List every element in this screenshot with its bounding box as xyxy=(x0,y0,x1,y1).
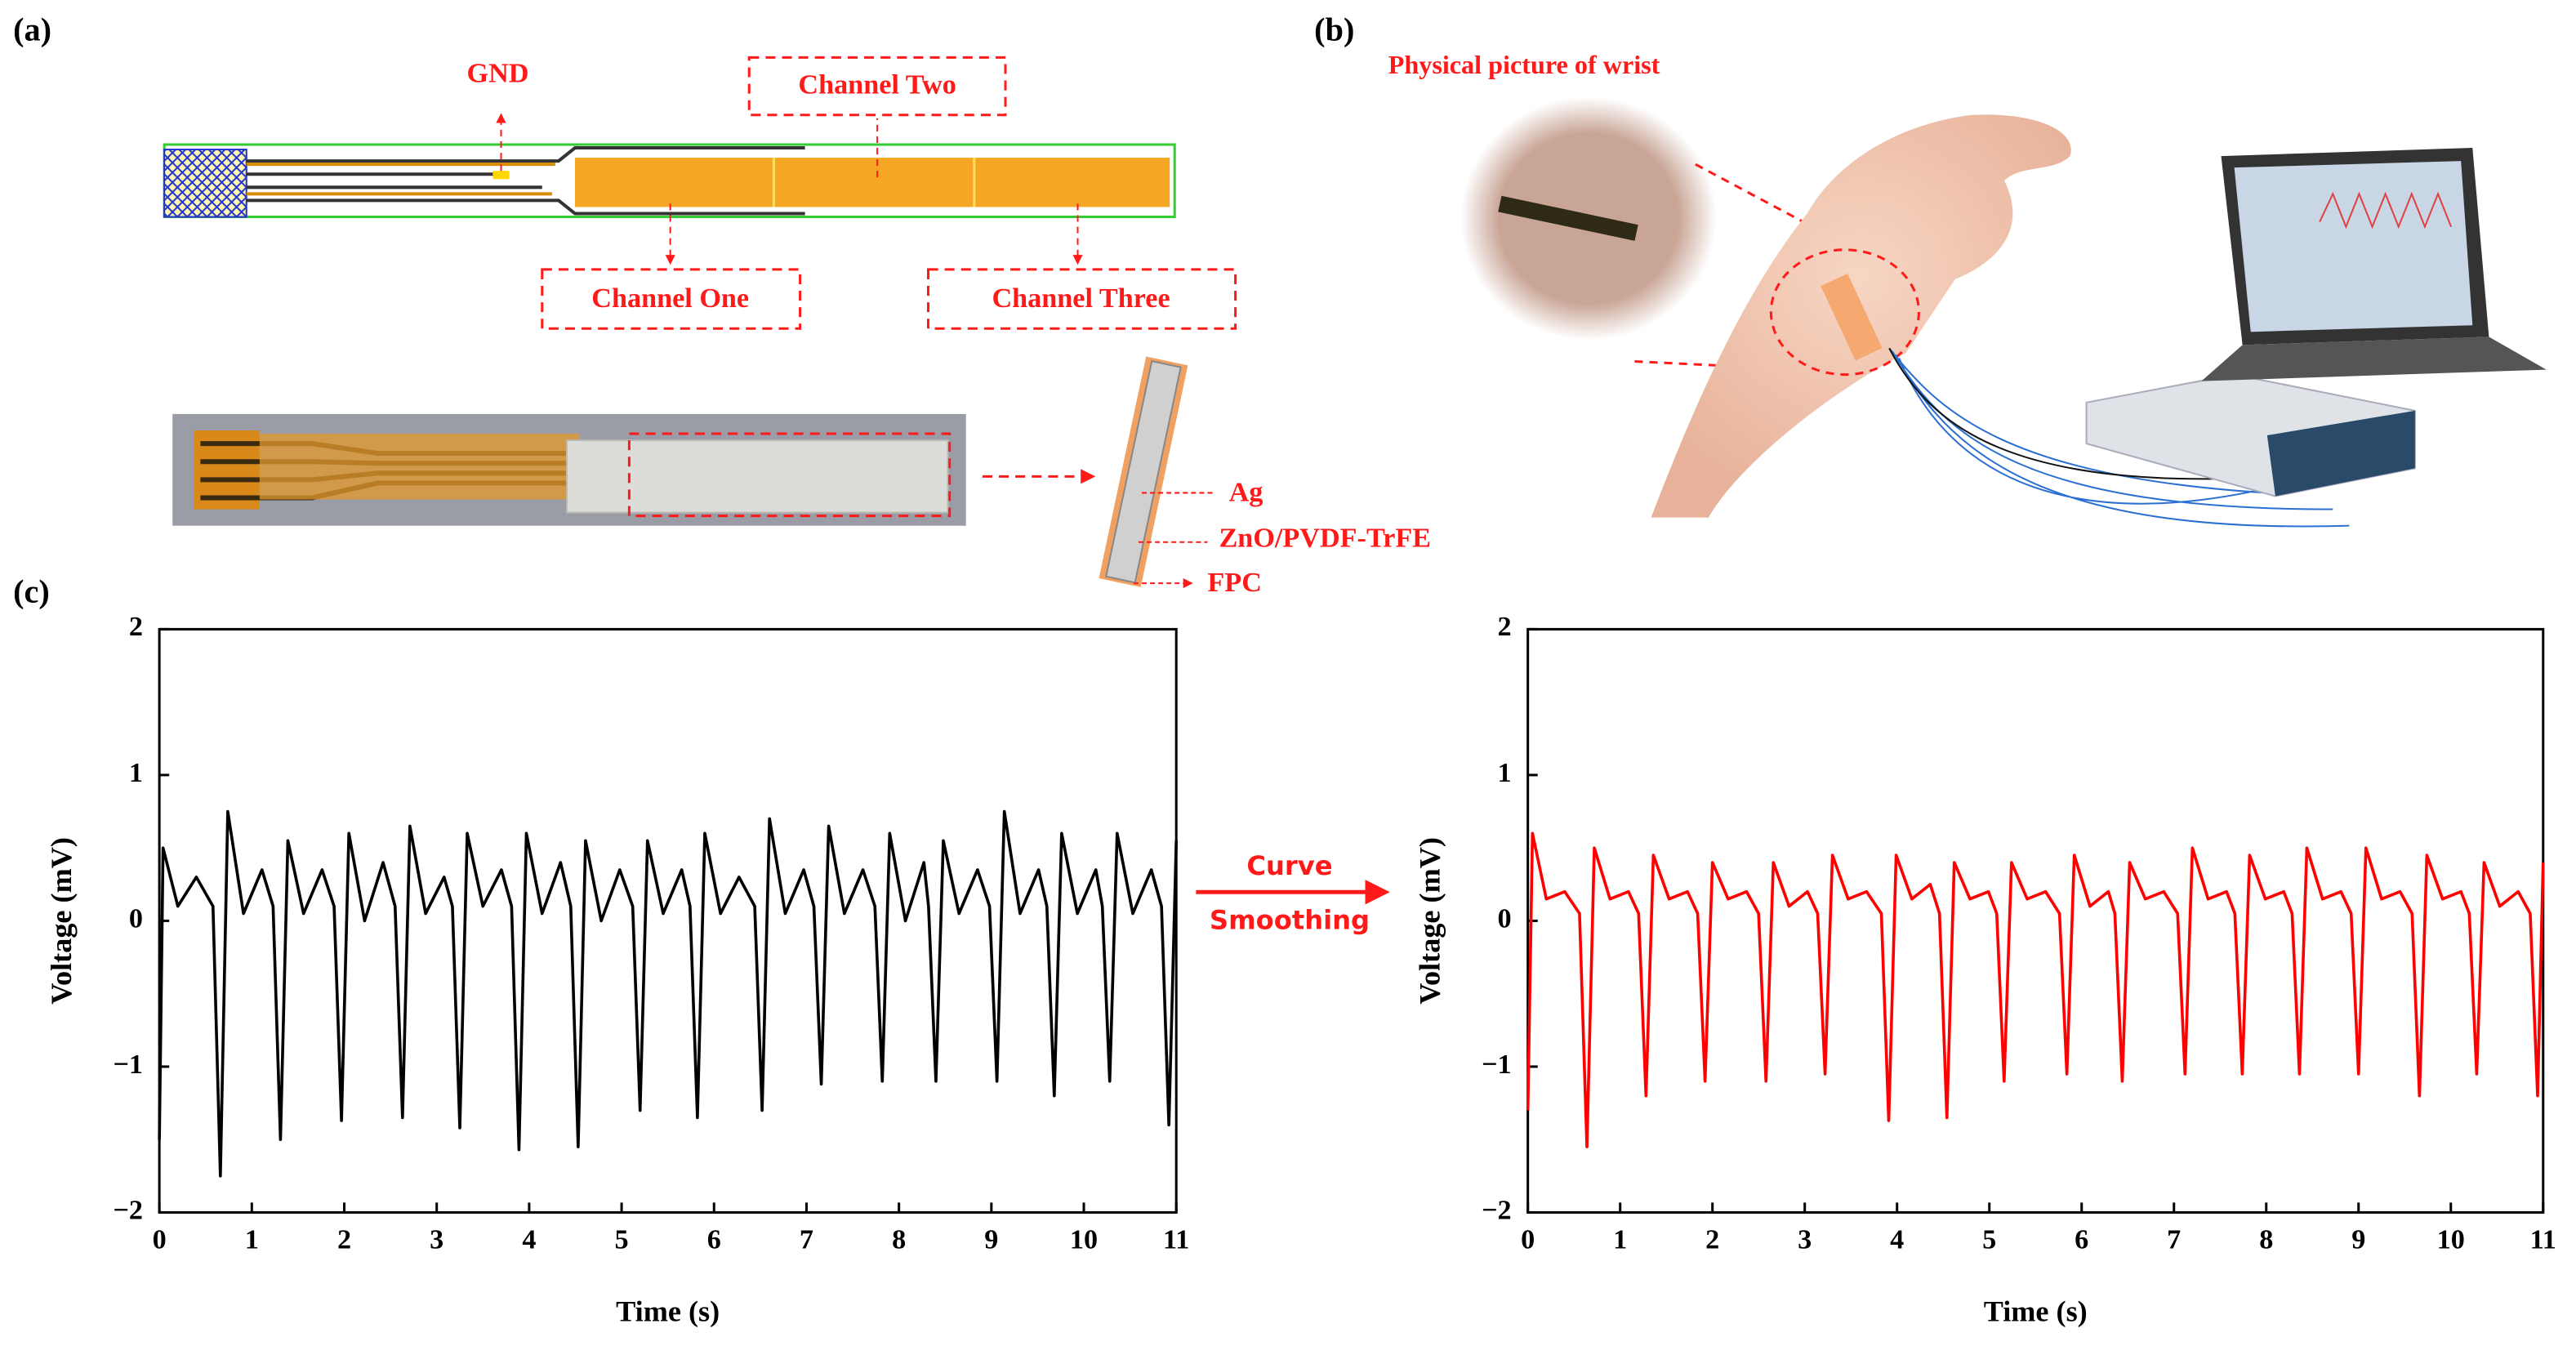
plot-frame xyxy=(158,627,1178,1214)
arrow-text: Curve xyxy=(1246,850,1332,881)
y-tick-label: 0 xyxy=(1497,903,1511,934)
channel-label: Channel Three xyxy=(992,283,1170,314)
x-tick-label: 7 xyxy=(2167,1225,2181,1255)
x-tick-label: 5 xyxy=(615,1225,629,1255)
y-tick-label: −2 xyxy=(113,1195,143,1225)
y-tick-label: 1 xyxy=(129,758,143,788)
x-tick-label: 9 xyxy=(2351,1225,2365,1255)
y-axis-label: Voltage (mV) xyxy=(45,837,78,1005)
x-tick-label: 3 xyxy=(1798,1225,1812,1255)
channel-label: Channel One xyxy=(591,283,749,314)
channel-label: Channel Two xyxy=(798,69,956,100)
x-axis-label: Time (s) xyxy=(1984,1295,2088,1327)
y-tick-label: 0 xyxy=(129,903,143,934)
x-tick-label: 8 xyxy=(892,1225,906,1255)
x-tick-label: 5 xyxy=(1982,1225,1996,1255)
x-tick-label: 4 xyxy=(1890,1225,1904,1255)
x-tick-label: 9 xyxy=(984,1225,998,1255)
x-tick-label: 2 xyxy=(1705,1225,1719,1255)
panel-label: (b) xyxy=(1314,11,1354,47)
panel-label: (a) xyxy=(13,11,51,47)
x-tick-label: 2 xyxy=(337,1225,351,1255)
x-axis-label: Time (s) xyxy=(616,1295,720,1327)
x-tick-label: 3 xyxy=(430,1225,443,1255)
y-tick-label: 2 xyxy=(129,612,143,642)
gnd-label: GND xyxy=(466,58,528,88)
arrow-text: Smoothing xyxy=(1210,904,1370,935)
x-tick-label: 7 xyxy=(800,1225,813,1255)
layer-label: Ag xyxy=(1229,477,1263,507)
x-tick-label: 0 xyxy=(1521,1225,1535,1255)
x-tick-label: 0 xyxy=(153,1225,167,1255)
y-tick-label: 1 xyxy=(1497,758,1511,788)
wrist-caption: Physical picture of wrist xyxy=(1388,50,1660,79)
y-tick-label: −1 xyxy=(1482,1050,1512,1080)
y-tick-label: −2 xyxy=(1482,1195,1512,1225)
x-tick-label: 11 xyxy=(1163,1225,1189,1255)
signal-line xyxy=(158,809,1179,1178)
sensor-photo xyxy=(172,356,1216,587)
signal-line xyxy=(1526,831,2545,1148)
y-axis-label: Voltage (mV) xyxy=(1413,837,1446,1005)
x-tick-label: 6 xyxy=(707,1225,721,1255)
x-tick-label: 1 xyxy=(245,1225,259,1255)
x-tick-label: 11 xyxy=(2530,1225,2556,1255)
y-tick-label: 2 xyxy=(1497,612,1511,642)
plot-frame xyxy=(1526,627,2545,1214)
layer-label: FPC xyxy=(1207,568,1261,598)
x-tick-label: 8 xyxy=(2259,1225,2273,1255)
x-tick-label: 4 xyxy=(522,1225,536,1255)
x-tick-label: 1 xyxy=(1613,1225,1627,1255)
x-tick-label: 6 xyxy=(2075,1225,2088,1255)
x-tick-label: 10 xyxy=(2437,1225,2465,1255)
x-tick-label: 10 xyxy=(1070,1225,1098,1255)
y-tick-label: −1 xyxy=(113,1050,143,1080)
fpc-schematic xyxy=(163,56,1237,330)
layer-label: ZnO/PVDF-TrFE xyxy=(1219,524,1432,554)
panel-label: (c) xyxy=(13,573,50,609)
wrist-setup xyxy=(1460,96,2547,528)
